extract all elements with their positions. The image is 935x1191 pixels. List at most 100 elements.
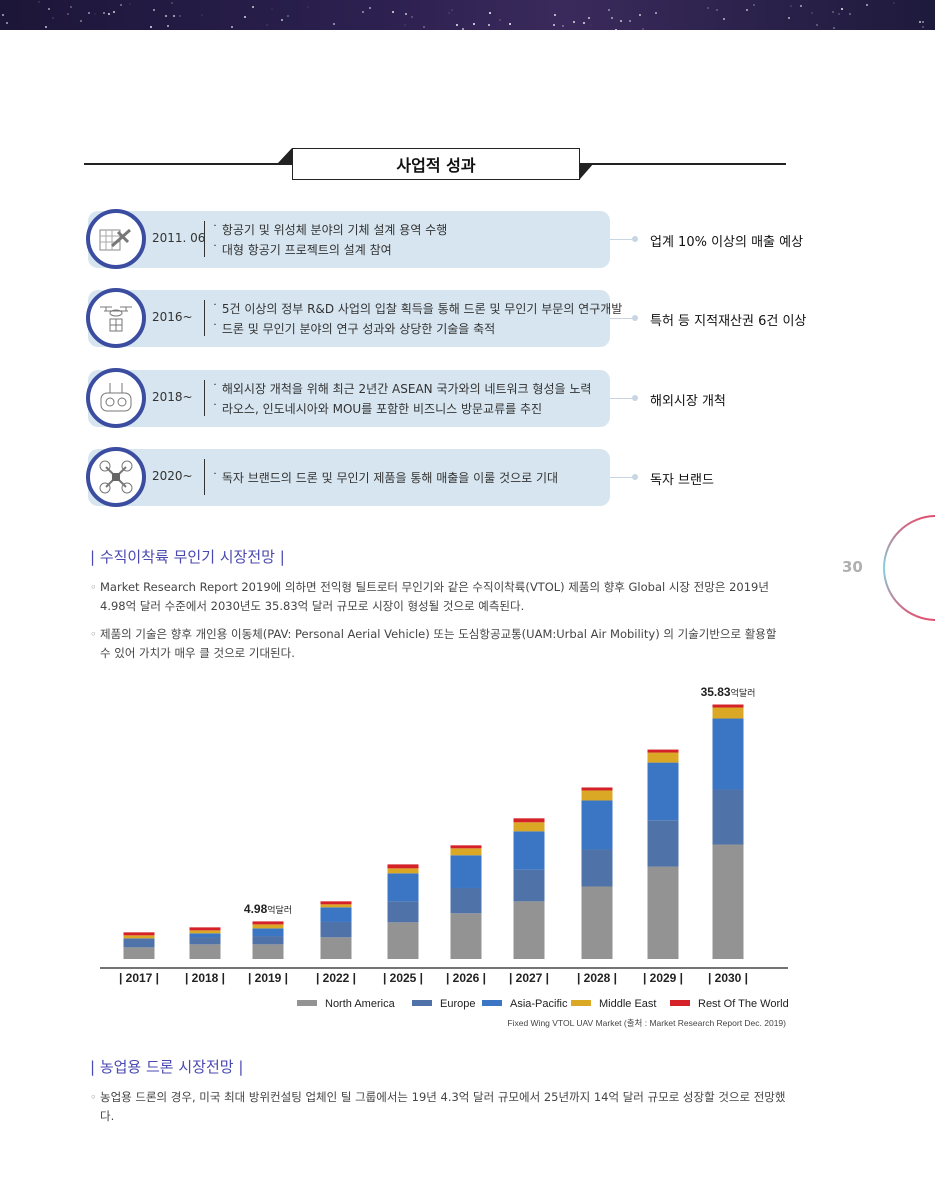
bar-segment-north-america-2022	[321, 937, 352, 959]
timeline-result: 업계 10% 이상의 매출 예상	[650, 231, 803, 250]
bar-segment-asia-pacific-2027	[514, 831, 545, 869]
star	[838, 13, 840, 15]
x-tick-label: | 2022 |	[316, 971, 356, 985]
star	[108, 8, 110, 10]
x-tick-label: | 2017 |	[119, 971, 159, 985]
star	[832, 11, 834, 13]
star	[150, 26, 152, 28]
star	[266, 24, 268, 26]
connector-dot	[632, 315, 638, 321]
x-tick-label: | 2025 |	[383, 971, 423, 985]
x-tick-label: | 2019 |	[248, 971, 288, 985]
vtol-heading: | 수직이착륙 무인기 시장전망 |	[90, 546, 285, 567]
agri-heading: | 농업용 드론 시장전망 |	[90, 1056, 243, 1077]
star	[893, 2, 895, 4]
star	[333, 23, 335, 25]
star	[201, 14, 203, 16]
star	[392, 11, 394, 13]
timeline-bullet: ˙ 드론 및 무인기 분야의 연구 성과와 상당한 기술을 축적	[212, 320, 495, 337]
star	[724, 8, 726, 10]
bar-segment-rest-of-the-world-2027	[514, 818, 545, 822]
star	[103, 12, 105, 14]
star	[405, 13, 407, 15]
star	[67, 13, 69, 15]
bar-segment-north-america-2017	[124, 947, 155, 959]
bar-segment-europe-2018	[190, 937, 221, 944]
star	[611, 17, 613, 19]
star	[642, 28, 644, 30]
timeline-bullet: ˙ 라오스, 인도네시아와 MOU를 포함한 비즈니스 방문교류를 추진	[212, 400, 542, 417]
bar-segment-europe-2017	[124, 938, 155, 947]
bar-segment-asia-pacific-2029	[648, 763, 679, 821]
star	[615, 29, 617, 30]
timeline-bullet: ˙ 항공기 및 위성체 분야의 기체 설계 용역 수행	[212, 221, 447, 238]
bar-segment-asia-pacific-2022	[321, 907, 352, 922]
star	[499, 19, 501, 21]
legend-swatch	[482, 1000, 502, 1006]
section-title: 사업적 성과	[292, 148, 580, 180]
star	[800, 5, 802, 7]
star	[833, 27, 835, 29]
star	[816, 24, 818, 26]
star	[129, 3, 131, 5]
x-tick-label: | 2030 |	[708, 971, 748, 985]
star	[362, 11, 364, 13]
x-tick-label: | 2018 |	[185, 971, 225, 985]
timeline-date: 2011. 06	[152, 231, 205, 245]
star	[173, 15, 175, 17]
star	[922, 26, 924, 28]
bar-segment-north-america-2030	[713, 845, 744, 959]
star	[281, 19, 283, 21]
star	[120, 4, 122, 6]
star	[620, 20, 622, 22]
star	[94, 13, 96, 15]
star	[369, 7, 371, 9]
star	[919, 21, 921, 23]
star	[665, 10, 667, 12]
bar-segment-europe-2025	[388, 901, 419, 922]
star	[866, 4, 868, 6]
bar-segment-middle-east-2022	[321, 904, 352, 907]
bar-segment-middle-east-2029	[648, 753, 679, 763]
star	[167, 25, 169, 27]
star	[473, 23, 475, 25]
bar-segment-asia-pacific-2028	[582, 800, 613, 849]
bar-segment-middle-east-2025	[388, 868, 419, 873]
timeline-date: 2020~	[152, 469, 193, 483]
separator	[204, 459, 205, 495]
star	[52, 17, 54, 19]
star	[583, 22, 585, 24]
star	[554, 14, 556, 16]
timeline-result: 독자 브랜드	[650, 469, 714, 488]
bar-segment-middle-east-2018	[190, 930, 221, 933]
timeline-date: 2016~	[152, 310, 193, 324]
star	[608, 9, 610, 11]
star	[639, 14, 641, 16]
bullet-text: 항공기 및 위성체 분야의 기체 설계 용역 수행	[222, 223, 447, 237]
chart-source: Fixed Wing VTOL UAV Market (출처 : Market …	[507, 1018, 786, 1028]
bar-segment-rest-of-the-world-2025	[388, 864, 419, 868]
star	[462, 28, 464, 30]
bar-segment-rest-of-the-world-2017	[124, 932, 155, 935]
page-circle-decor	[880, 512, 935, 624]
star	[448, 12, 450, 14]
legend-swatch	[297, 1000, 317, 1006]
star	[552, 21, 554, 23]
divider	[84, 163, 292, 165]
bar-segment-rest-of-the-world-2026	[451, 845, 482, 848]
bar-segment-north-america-2027	[514, 901, 545, 959]
bar-segment-rest-of-the-world-2019	[253, 921, 284, 924]
star	[171, 2, 173, 4]
bar-segment-north-america-2019	[253, 944, 284, 959]
bullet-text: 5건 이상의 정부 R&D 사업의 입찰 획득을 통해 드론 및 무인기 부문의…	[222, 302, 623, 316]
timeline-result: 해외시장 개척	[650, 390, 726, 409]
x-tick-label: | 2028 |	[577, 971, 617, 985]
bar-segment-europe-2027	[514, 870, 545, 902]
x-tick-label: | 2029 |	[643, 971, 683, 985]
timeline-bullet: ˙ 해외시장 개척을 위해 최근 2년간 ASEAN 국가와의 네트워크 형성을…	[212, 380, 591, 397]
timeline-row: 2018~ ˙ 해외시장 개척을 위해 최근 2년간 ASEAN 국가와의 네트…	[88, 370, 610, 427]
bar-segment-middle-east-2027	[514, 822, 545, 831]
vtol-market-chart: | 2017 | | 2018 | | 2019 | | 2022 | | 2025 |…	[0, 680, 935, 1030]
bar-segment-rest-of-the-world-2022	[321, 901, 352, 904]
quadcopter-icon	[86, 447, 146, 507]
